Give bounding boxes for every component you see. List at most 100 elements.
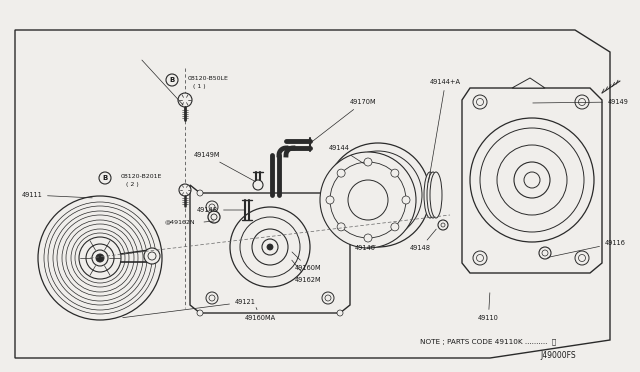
Circle shape [337, 169, 345, 177]
Circle shape [441, 223, 445, 227]
Text: B: B [102, 175, 108, 181]
Circle shape [438, 220, 448, 230]
Text: ( 2 ): ( 2 ) [126, 182, 139, 186]
Circle shape [252, 229, 288, 265]
Circle shape [211, 214, 217, 220]
Circle shape [208, 211, 220, 223]
Circle shape [320, 152, 416, 248]
Circle shape [473, 95, 487, 109]
Circle shape [96, 254, 104, 262]
Circle shape [206, 201, 218, 213]
Ellipse shape [424, 172, 436, 218]
Circle shape [99, 172, 111, 184]
Circle shape [477, 99, 483, 106]
Circle shape [44, 202, 156, 314]
Text: 49140: 49140 [355, 245, 376, 251]
Circle shape [470, 118, 594, 242]
Polygon shape [462, 88, 602, 273]
Circle shape [343, 160, 413, 230]
Circle shape [240, 217, 300, 277]
Circle shape [356, 173, 400, 217]
Circle shape [144, 248, 160, 264]
Text: ( 1 ): ( 1 ) [193, 83, 205, 89]
Circle shape [337, 190, 343, 196]
Text: 49111: 49111 [21, 192, 92, 198]
Ellipse shape [430, 172, 442, 218]
Circle shape [477, 254, 483, 262]
Circle shape [575, 251, 589, 265]
Circle shape [480, 128, 584, 232]
Text: 49170M: 49170M [311, 99, 376, 142]
Circle shape [326, 196, 334, 204]
Circle shape [253, 180, 263, 190]
Circle shape [322, 201, 334, 213]
Text: 49148: 49148 [197, 207, 244, 213]
Ellipse shape [427, 172, 439, 218]
Circle shape [325, 295, 331, 301]
Circle shape [178, 93, 192, 107]
Polygon shape [190, 185, 350, 313]
Circle shape [364, 234, 372, 242]
Circle shape [48, 206, 152, 310]
Circle shape [53, 211, 147, 305]
Circle shape [197, 190, 203, 196]
Circle shape [373, 190, 383, 200]
Text: NOTE ; PARTS CODE 49110K ..........  Ⓐ: NOTE ; PARTS CODE 49110K .......... Ⓐ [420, 339, 556, 345]
Circle shape [75, 233, 125, 283]
Text: 49162M: 49162M [292, 260, 322, 283]
Text: J49000FS: J49000FS [540, 352, 575, 360]
Circle shape [262, 239, 278, 255]
Text: 49148: 49148 [410, 229, 436, 251]
Circle shape [57, 215, 143, 301]
Circle shape [209, 204, 215, 210]
Text: 49144: 49144 [329, 145, 364, 164]
Text: 49149: 49149 [532, 99, 629, 105]
Text: 49160MA: 49160MA [245, 308, 276, 321]
Circle shape [148, 252, 156, 260]
Circle shape [66, 224, 134, 292]
Circle shape [539, 247, 551, 259]
Circle shape [197, 310, 203, 316]
Circle shape [38, 196, 162, 320]
Text: 08120-B201E: 08120-B201E [121, 173, 163, 179]
Circle shape [62, 220, 138, 296]
Polygon shape [512, 78, 545, 88]
Circle shape [391, 169, 399, 177]
Circle shape [209, 295, 215, 301]
Text: 08120-B50LE: 08120-B50LE [188, 76, 229, 80]
Circle shape [473, 251, 487, 265]
Circle shape [579, 99, 586, 106]
Circle shape [267, 244, 273, 250]
Circle shape [391, 223, 399, 231]
Circle shape [330, 162, 406, 238]
Circle shape [364, 158, 372, 166]
Circle shape [575, 95, 589, 109]
Text: 49121: 49121 [123, 299, 256, 318]
Circle shape [402, 196, 410, 204]
Circle shape [524, 172, 540, 188]
Circle shape [348, 180, 388, 220]
Circle shape [326, 143, 430, 247]
Circle shape [337, 223, 345, 231]
Circle shape [325, 204, 331, 210]
Circle shape [166, 74, 178, 86]
Circle shape [230, 207, 310, 287]
Circle shape [334, 151, 422, 239]
Circle shape [497, 145, 567, 215]
Circle shape [86, 244, 114, 272]
Text: B: B [170, 77, 175, 83]
Circle shape [366, 183, 390, 207]
Text: 49160M: 49160M [292, 252, 322, 271]
Polygon shape [15, 30, 610, 358]
Text: 49149M: 49149M [193, 152, 255, 182]
Circle shape [79, 237, 121, 279]
Circle shape [92, 250, 108, 266]
Circle shape [206, 292, 218, 304]
Text: 49144+A: 49144+A [428, 79, 461, 182]
Text: @49162N: @49162N [164, 219, 195, 224]
Circle shape [71, 229, 129, 287]
Circle shape [337, 310, 343, 316]
Circle shape [322, 292, 334, 304]
Circle shape [179, 184, 191, 196]
Circle shape [542, 250, 548, 256]
